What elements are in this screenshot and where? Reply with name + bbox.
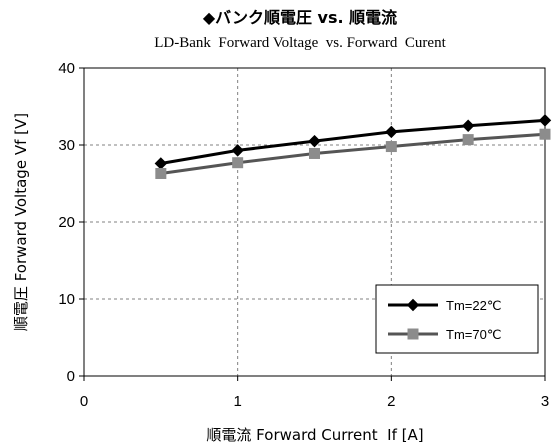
y-tick-label: 20 bbox=[58, 214, 75, 231]
x-axis-ticks: 0 1 2 3 bbox=[80, 376, 549, 410]
y-axis-ticks: 0 10 20 30 40 bbox=[58, 60, 84, 385]
legend-marker bbox=[406, 298, 420, 312]
x-tick-label: 2 bbox=[387, 393, 395, 410]
chart-title: ◆バンク順電圧 vs. 順電流 bbox=[203, 8, 397, 27]
legend-item: Tm=22℃ bbox=[388, 298, 501, 313]
legend-marker bbox=[407, 328, 419, 340]
x-tick-label: 3 bbox=[541, 393, 549, 410]
legend-item: Tm=70℃ bbox=[388, 327, 501, 342]
data-point bbox=[308, 134, 321, 148]
x-tick-label: 1 bbox=[233, 393, 241, 410]
data-point bbox=[385, 141, 397, 153]
series-line bbox=[160, 132, 546, 175]
data-point bbox=[155, 167, 167, 179]
data-point bbox=[231, 144, 244, 157]
data-point bbox=[539, 128, 551, 140]
data-point bbox=[538, 114, 552, 127]
data-point bbox=[309, 147, 320, 159]
chart-subtitle: LD-Bank Forward Voltage vs. Forward Cure… bbox=[154, 35, 446, 51]
legend: Tm=22℃ Tm=70℃ bbox=[375, 284, 539, 354]
legend-label: Tm=70℃ bbox=[446, 327, 501, 342]
y-tick-label: 10 bbox=[58, 291, 75, 308]
series-line bbox=[160, 118, 546, 165]
x-tick-label: 0 bbox=[80, 393, 88, 410]
data-point bbox=[461, 119, 475, 132]
data-point bbox=[385, 125, 398, 139]
y-axis-label: 順電圧 Forward Voltage Vf [V] bbox=[12, 113, 30, 331]
series-2 bbox=[155, 128, 551, 179]
series-layer bbox=[154, 114, 552, 179]
data-point bbox=[232, 157, 244, 169]
legend-label: Tm=22℃ bbox=[446, 298, 501, 313]
y-tick-label: 40 bbox=[58, 60, 75, 77]
y-tick-label: 30 bbox=[58, 137, 75, 154]
data-point bbox=[154, 157, 168, 170]
data-point bbox=[462, 134, 474, 146]
y-tick-label: 0 bbox=[67, 368, 75, 385]
x-axis-label: 順電流 Forward Current If [A] bbox=[206, 426, 423, 444]
series-1 bbox=[154, 114, 552, 170]
legend-box bbox=[375, 284, 539, 354]
